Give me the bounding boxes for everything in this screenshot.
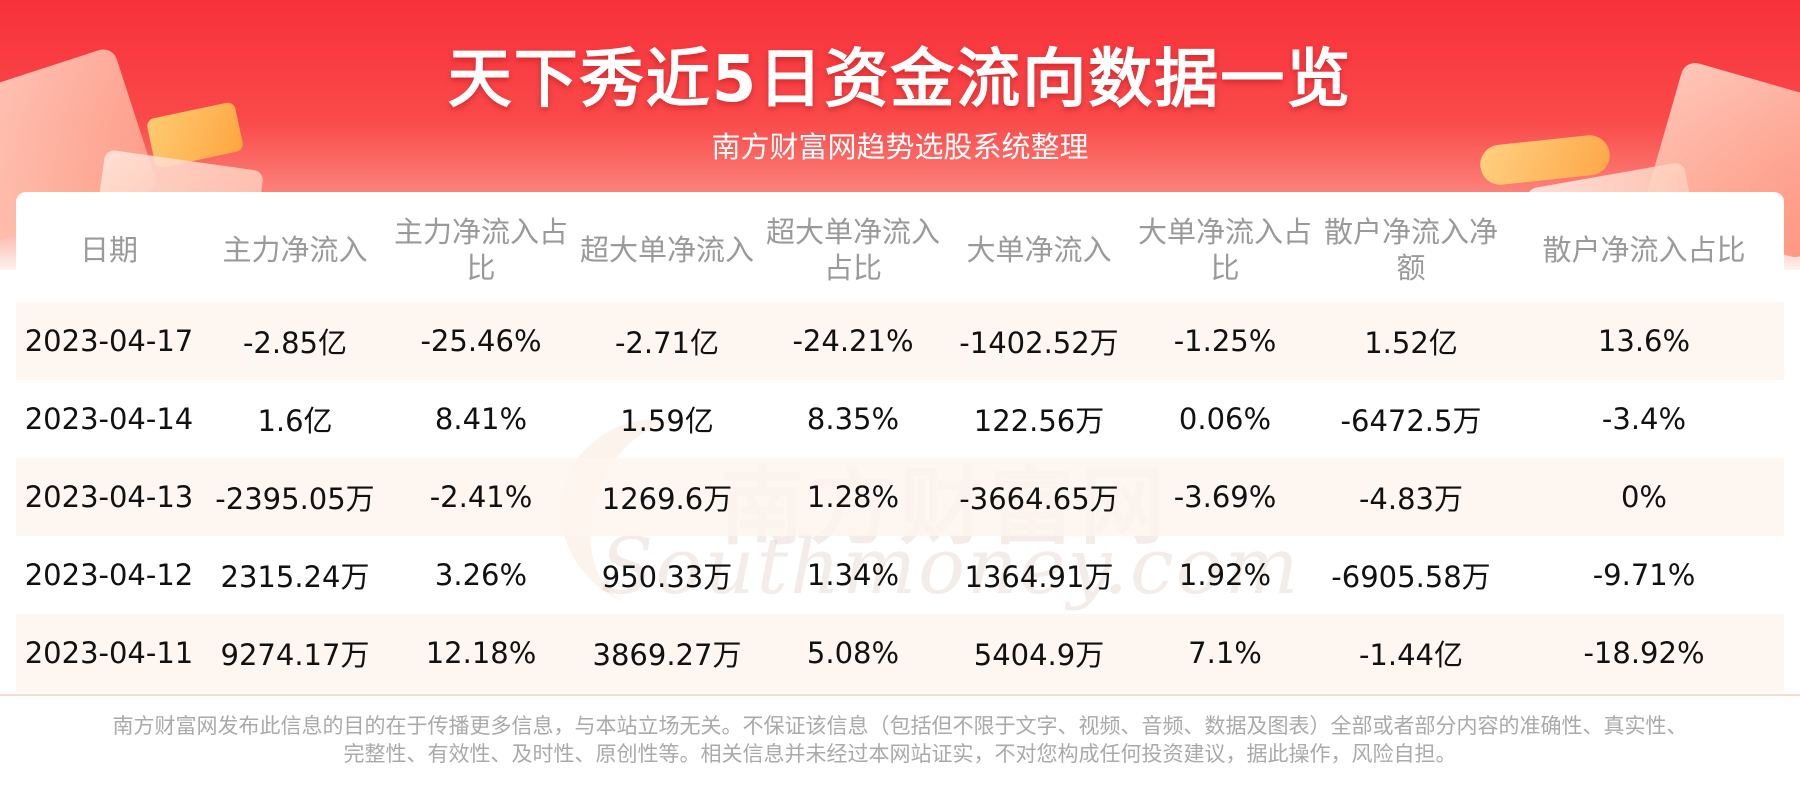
table-row: 2023-04-14 1.6亿 8.41% 1.59亿 8.35% 122.56… <box>16 380 1784 458</box>
table-cell: -1402.52万 <box>946 302 1132 380</box>
page-title: 天下秀近5日资金流向数据一览 <box>447 43 1353 117</box>
table-cell: -3664.65万 <box>946 458 1132 536</box>
table-header-row: 日期 主力净流入 主力净流入占比 超大单净流入 超大单净流入占比 大单净流入 大… <box>16 198 1784 302</box>
table-cell: 3869.27万 <box>574 614 760 692</box>
table-cell: 2023-04-13 <box>16 458 202 536</box>
header-main-inflow-ratio: 主力净流入占比 <box>393 215 568 285</box>
table-cell: 8.35% <box>806 402 900 436</box>
table-cell: 1.34% <box>806 558 900 592</box>
table-cell: 1.6亿 <box>257 404 333 438</box>
header-retail-inflow: 散户净流入净额 <box>1323 215 1498 285</box>
table-cell: 950.33万 <box>601 560 733 594</box>
table-cell: 2315.24万 <box>220 560 370 594</box>
table-cell: 5.08% <box>760 614 946 692</box>
table-cell: -1.25% <box>1132 302 1318 380</box>
table-cell: -9.71% <box>1592 558 1696 592</box>
table-row: 2023-04-11 9274.17万 12.18% 3869.27万 5.08… <box>16 614 1784 692</box>
header-super-large-inflow: 超大单净流入 <box>579 233 754 267</box>
page-subtitle: 南方财富网趋势选股系统整理 <box>711 130 1089 164</box>
table-cell: -2.85亿 <box>202 302 388 380</box>
table-cell: 1.92% <box>1178 558 1272 592</box>
disclaimer-line-2: 完整性、有效性、及时性、原创性等。相关信息并未经过本网站证实，不对您构成任何投资… <box>343 742 1457 766</box>
table-cell: -2395.05万 <box>202 458 388 536</box>
table-cell: 0% <box>1504 458 1784 536</box>
header-retail-inflow-ratio: 散户净流入占比 <box>1542 233 1746 267</box>
table-cell: 2023-04-17 <box>16 302 202 380</box>
header-date: 日期 <box>79 233 138 267</box>
table-cell: -6905.58万 <box>1331 560 1491 594</box>
table-cell: -25.46% <box>388 302 574 380</box>
table-cell: 8.41% <box>434 402 528 436</box>
table-cell: 1269.6万 <box>574 458 760 536</box>
table-row: 2023-04-17 -2.85亿 -25.46% -2.71亿 -24.21%… <box>16 302 1784 380</box>
table-cell: -3.4% <box>1601 402 1687 436</box>
table-cell: 122.56万 <box>973 404 1105 438</box>
table-cell: 1.28% <box>760 458 946 536</box>
table-cell: -6472.5万 <box>1340 404 1482 438</box>
fund-flow-table: 日期 主力净流入 主力净流入占比 超大单净流入 超大单净流入占比 大单净流入 大… <box>16 198 1784 692</box>
table-cell: 2023-04-14 <box>24 402 194 436</box>
table-row: 2023-04-13 -2395.05万 -2.41% 1269.6万 1.28… <box>16 458 1784 536</box>
table-cell: 13.6% <box>1504 302 1784 380</box>
table-cell: 9274.17万 <box>202 614 388 692</box>
table-cell: -3.69% <box>1132 458 1318 536</box>
table-cell: 2023-04-12 <box>24 558 194 592</box>
table-cell: -2.71亿 <box>574 302 760 380</box>
table-card <box>16 192 1784 694</box>
header-super-large-inflow-ratio: 超大单净流入占比 <box>765 215 940 285</box>
footer-divider <box>0 694 1800 696</box>
table-cell: 2023-04-11 <box>16 614 202 692</box>
table-cell: 7.1% <box>1132 614 1318 692</box>
table-cell: 1.52亿 <box>1318 302 1504 380</box>
table-cell: 1364.91万 <box>964 560 1114 594</box>
table-cell: -24.21% <box>760 302 946 380</box>
table-cell: 1.59亿 <box>620 404 714 438</box>
header-large-inflow: 大单净流入 <box>966 233 1112 267</box>
disclaimer-line-1: 南方财富网发布此信息的目的在于传播更多信息，与本站立场无关。不保证该信息（包括但… <box>112 714 1688 738</box>
table-cell: -18.92% <box>1504 614 1784 692</box>
table-cell: -2.41% <box>388 458 574 536</box>
table-cell: -4.83万 <box>1318 458 1504 536</box>
table-cell: 5404.9万 <box>946 614 1132 692</box>
table-cell: 0.06% <box>1178 402 1272 436</box>
table-cell: 3.26% <box>434 558 528 592</box>
table-row: 2023-04-12 2315.24万 3.26% 950.33万 1.34% … <box>16 536 1784 614</box>
header-main-inflow: 主力净流入 <box>222 233 368 267</box>
disclaimer: 南方财富网发布此信息的目的在于传播更多信息，与本站立场无关。不保证该信息（包括但… <box>60 712 1740 768</box>
header-large-inflow-ratio: 大单净流入占比 <box>1137 215 1312 285</box>
table-cell: -1.44亿 <box>1318 614 1504 692</box>
table-cell: 12.18% <box>388 614 574 692</box>
